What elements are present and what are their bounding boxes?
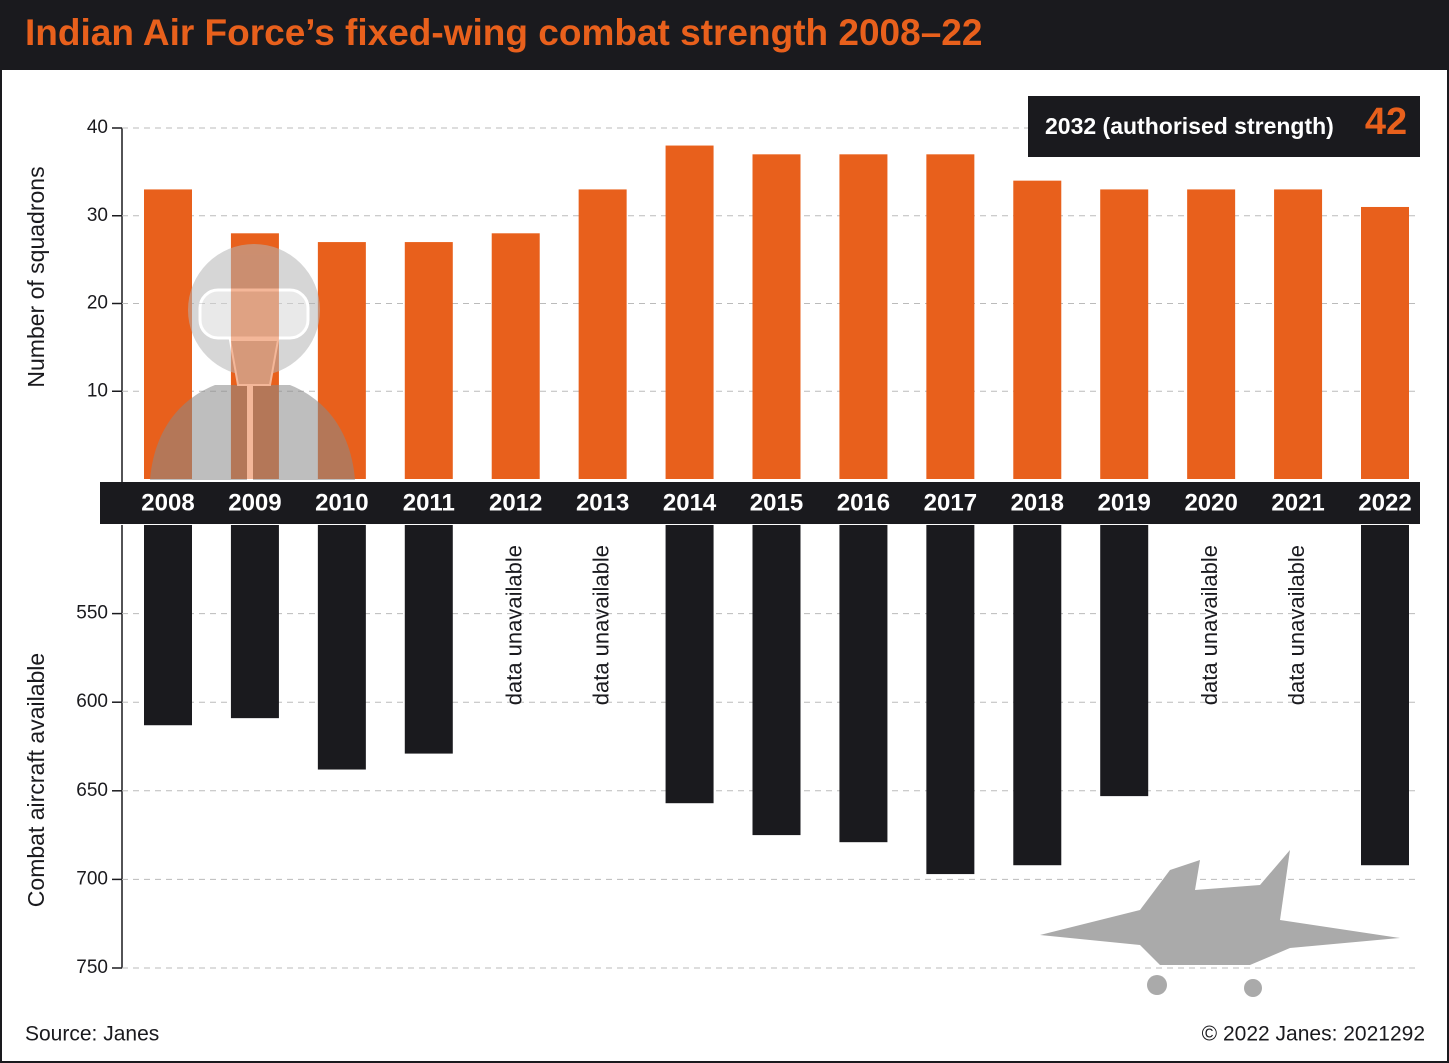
y-axis-title: Number of squadrons bbox=[23, 166, 49, 387]
copyright: © 2022 Janes: 2021292 bbox=[1202, 1023, 1425, 1046]
x-tick-label: 2012 bbox=[489, 489, 542, 516]
bar bbox=[578, 189, 627, 480]
bar bbox=[926, 154, 975, 479]
y-tick-label: 750 bbox=[76, 957, 108, 978]
y-tick-label: 40 bbox=[87, 117, 108, 138]
x-tick-label: 2013 bbox=[576, 489, 629, 516]
x-tick-label: 2017 bbox=[924, 489, 977, 516]
annotation-label: 2032 (authorised strength) bbox=[1045, 113, 1334, 139]
bar bbox=[1274, 189, 1323, 480]
bar bbox=[1361, 525, 1409, 866]
y-tick-label: 600 bbox=[76, 691, 108, 712]
bar bbox=[317, 525, 366, 770]
y-axis-title: Combat aircraft available bbox=[23, 653, 49, 907]
x-tick-label: 2020 bbox=[1184, 489, 1237, 516]
bar bbox=[926, 525, 975, 875]
bar bbox=[1187, 189, 1236, 480]
bar bbox=[665, 145, 714, 480]
annotation-value: 42 bbox=[1365, 101, 1407, 143]
x-tick-label: 2022 bbox=[1358, 489, 1411, 516]
bar bbox=[1100, 525, 1149, 797]
annotation-box bbox=[1028, 96, 1420, 157]
pilot-illustration bbox=[150, 244, 355, 480]
jet-illustration bbox=[1040, 850, 1400, 997]
missing-label: data unavailable bbox=[502, 545, 527, 705]
bar bbox=[1013, 180, 1062, 479]
bar bbox=[1013, 525, 1062, 866]
y-tick-label: 10 bbox=[87, 380, 108, 401]
missing-label: data unavailable bbox=[1284, 545, 1309, 705]
missing-label: data unavailable bbox=[588, 545, 613, 705]
x-tick-label: 2018 bbox=[1011, 489, 1064, 516]
x-tick-label: 2010 bbox=[315, 489, 368, 516]
source: Source: Janes bbox=[25, 1023, 159, 1046]
bar bbox=[839, 525, 888, 843]
bar bbox=[665, 525, 714, 804]
chart-title: Indian Air Force’s fixed-wing combat str… bbox=[25, 12, 982, 53]
plot-area: 10 20 30 40 550 600 650 700 750 data unavailable d… bbox=[76, 117, 1420, 978]
bar bbox=[839, 154, 888, 479]
title-bar bbox=[0, 0, 1449, 70]
x-tick-label: 2021 bbox=[1271, 489, 1324, 516]
bar bbox=[1100, 189, 1149, 480]
bar bbox=[230, 525, 279, 719]
missing-label: data unavailable bbox=[1197, 545, 1222, 705]
x-tick-label: 2011 bbox=[403, 489, 455, 516]
y-tick-label: 550 bbox=[76, 603, 108, 624]
x-tick-label: 2015 bbox=[750, 489, 803, 516]
bar bbox=[491, 233, 540, 479]
bar bbox=[752, 525, 801, 836]
bar bbox=[752, 154, 801, 479]
x-tick-label: 2008 bbox=[141, 489, 194, 516]
category-band bbox=[100, 482, 1420, 524]
bar bbox=[404, 525, 453, 754]
y-tick-label: 650 bbox=[76, 780, 108, 801]
x-tick-label: 2016 bbox=[837, 489, 890, 516]
x-tick-label: 2009 bbox=[228, 489, 281, 516]
y-tick-label: 700 bbox=[76, 868, 108, 889]
bar bbox=[144, 525, 192, 726]
bar bbox=[404, 242, 453, 479]
bar bbox=[1361, 206, 1409, 479]
y-tick-label: 20 bbox=[87, 293, 108, 314]
y-tick-label: 30 bbox=[87, 205, 108, 226]
x-tick-label: 2019 bbox=[1098, 489, 1151, 516]
x-tick-label: 2014 bbox=[663, 489, 717, 516]
